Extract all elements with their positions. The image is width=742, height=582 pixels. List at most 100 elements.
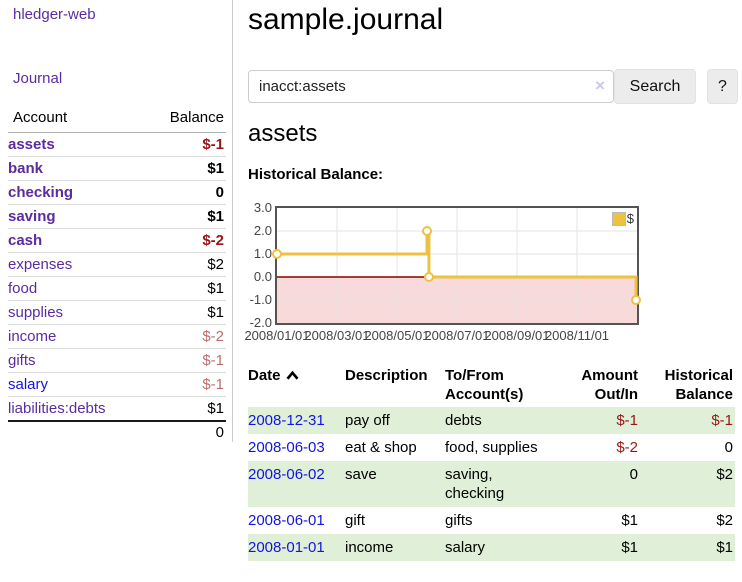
- sidebar-item-journal[interactable]: Journal: [13, 70, 63, 87]
- x-axis-tick-label: 2008/05/01: [364, 328, 430, 343]
- account-balance: $1: [141, 204, 226, 229]
- sidebar-item-supplies[interactable]: supplies: [8, 304, 64, 321]
- transaction-description: income: [345, 539, 394, 556]
- transaction-date-link[interactable]: 2008-06-03: [248, 439, 325, 456]
- transaction-date-link[interactable]: 2008-01-01: [248, 539, 325, 556]
- accounts-total-value: 0: [141, 420, 226, 444]
- legend-swatch-icon: [611, 211, 626, 226]
- sort-ascending-icon: [285, 370, 299, 380]
- transaction-balance: $1: [716, 539, 733, 556]
- transaction-accounts: saving, checking: [445, 466, 505, 502]
- sidebar-item-saving[interactable]: saving: [8, 208, 56, 225]
- tofrom-column-header: To/From Account(s): [445, 367, 524, 403]
- transaction-description: pay off: [345, 412, 390, 429]
- sidebar-item-income[interactable]: income: [8, 328, 57, 345]
- search-input[interactable]: [248, 70, 614, 103]
- transaction-balance: $2: [716, 512, 733, 529]
- table-row: supplies $1: [8, 300, 226, 325]
- account-balance: $1: [141, 276, 226, 301]
- chart-canvas: [272, 208, 642, 323]
- account-balance: $1: [141, 156, 226, 181]
- transaction-amount: $1: [621, 512, 638, 529]
- transaction-accounts: salary: [445, 539, 486, 556]
- table-row: 2008-06-02 save saving, checking 0 $2: [248, 461, 735, 507]
- transaction-description: save: [345, 466, 377, 483]
- table-row: salary $-1: [8, 372, 226, 397]
- transaction-date-link[interactable]: 2008-06-02: [248, 466, 325, 483]
- transaction-date-link[interactable]: 2008-06-01: [248, 512, 325, 529]
- y-axis-tick-label: 0.0: [253, 269, 272, 284]
- table-row: saving $1: [8, 204, 226, 229]
- transaction-amount: $-2: [616, 439, 638, 456]
- accounts-table: Account Balance assets $-1 bank $1 check…: [8, 104, 226, 444]
- sidebar-item-bank[interactable]: bank: [8, 160, 44, 177]
- transaction-amount: $1: [621, 539, 638, 556]
- sidebar-item-cash[interactable]: cash: [8, 232, 43, 249]
- historical-balance-label: Historical Balance:: [248, 166, 384, 183]
- page-title: sample.journal: [248, 3, 444, 36]
- balance-column-header: Historical Balance: [664, 367, 733, 403]
- help-button[interactable]: ?: [707, 69, 738, 104]
- account-balance: $1: [207, 400, 224, 417]
- transaction-date-link[interactable]: 2008-12-31: [248, 412, 325, 429]
- chart-plot-area: $: [272, 206, 642, 325]
- accounts-column-header: Account: [8, 104, 142, 133]
- balance-column-header: Balance: [141, 104, 226, 133]
- transaction-accounts: gifts: [445, 512, 473, 529]
- transaction-accounts: debts: [445, 412, 482, 429]
- accounts-table-header: Account Balance: [8, 104, 226, 133]
- description-column-header: Description: [345, 367, 428, 384]
- x-axis-tick-label: 2008/03/01: [304, 328, 370, 343]
- table-row: 2008-12-31 pay off debts $-1 $-1: [248, 407, 735, 434]
- table-row: checking 0: [8, 180, 226, 205]
- sidebar-item-food[interactable]: food: [8, 280, 38, 297]
- sidebar-item-liabilities-debts[interactable]: liabilities:debts: [8, 400, 106, 417]
- table-row: 2008-06-01 gift gifts $1 $2: [248, 507, 735, 534]
- sidebar-item-gifts[interactable]: gifts: [8, 352, 36, 369]
- table-row: assets $-1: [8, 132, 226, 157]
- y-axis-tick-label: 3.0: [253, 200, 272, 215]
- transaction-description: gift: [345, 512, 366, 529]
- y-axis-tick-label: -2.0: [249, 315, 272, 330]
- app-brand-link[interactable]: hledger-web: [13, 6, 96, 23]
- historical-balance-chart: 3.0 2.0 1.0 0.0 -1.0 -2.0 $ 2008/01/01 2008/03…: [240, 200, 742, 348]
- x-axis-tick-label: 2008/07/01: [424, 328, 490, 343]
- account-balance: $-2: [141, 324, 226, 349]
- account-balance: 0: [141, 180, 226, 205]
- clear-search-icon[interactable]: ×: [595, 76, 605, 95]
- accounts-total-row: 0: [8, 420, 226, 444]
- search-form: ×: [248, 70, 614, 103]
- transactions-table: Date Description To/From Account(s) Amou…: [248, 362, 735, 561]
- date-column-header[interactable]: Date: [248, 362, 345, 407]
- account-heading: assets: [248, 120, 318, 147]
- account-balance: $-1: [141, 372, 226, 397]
- table-row: 2008-01-01 income salary $1 $1: [248, 534, 735, 561]
- table-row: 2008-06-03 eat & shop food, supplies $-2…: [248, 434, 735, 461]
- transaction-amount: $-1: [616, 412, 638, 429]
- account-balance: $-2: [141, 228, 226, 253]
- y-axis-tick-label: 1.0: [253, 246, 272, 261]
- y-axis-tick-label: 2.0: [253, 223, 272, 238]
- table-row: bank $1: [8, 156, 226, 181]
- table-row: expenses $2: [8, 252, 226, 277]
- table-row: gifts $-1: [8, 348, 226, 373]
- sidebar-item-salary[interactable]: salary: [8, 376, 49, 393]
- x-axis-tick-label: 2008/11/01: [544, 328, 610, 343]
- table-row: income $-2: [8, 324, 226, 349]
- legend-series-label: $: [626, 211, 634, 226]
- chart-legend: $: [611, 211, 634, 226]
- transaction-description: eat & shop: [345, 439, 417, 456]
- search-button[interactable]: Search: [614, 69, 696, 104]
- transaction-balance: 0: [724, 439, 733, 456]
- table-row: food $1: [8, 276, 226, 301]
- transaction-balance: $2: [716, 466, 733, 483]
- sidebar-item-assets[interactable]: assets: [8, 136, 55, 153]
- x-axis-tick-label: 2008/09/01: [484, 328, 550, 343]
- account-balance: $2: [141, 252, 226, 277]
- sidebar-item-checking[interactable]: checking: [8, 184, 74, 201]
- x-axis-tick-label: 2008/01/01: [244, 328, 310, 343]
- account-balance: $1: [141, 300, 226, 325]
- date-header-label: Date: [248, 367, 281, 384]
- sidebar-item-expenses[interactable]: expenses: [8, 256, 73, 273]
- transaction-amount: 0: [629, 466, 638, 483]
